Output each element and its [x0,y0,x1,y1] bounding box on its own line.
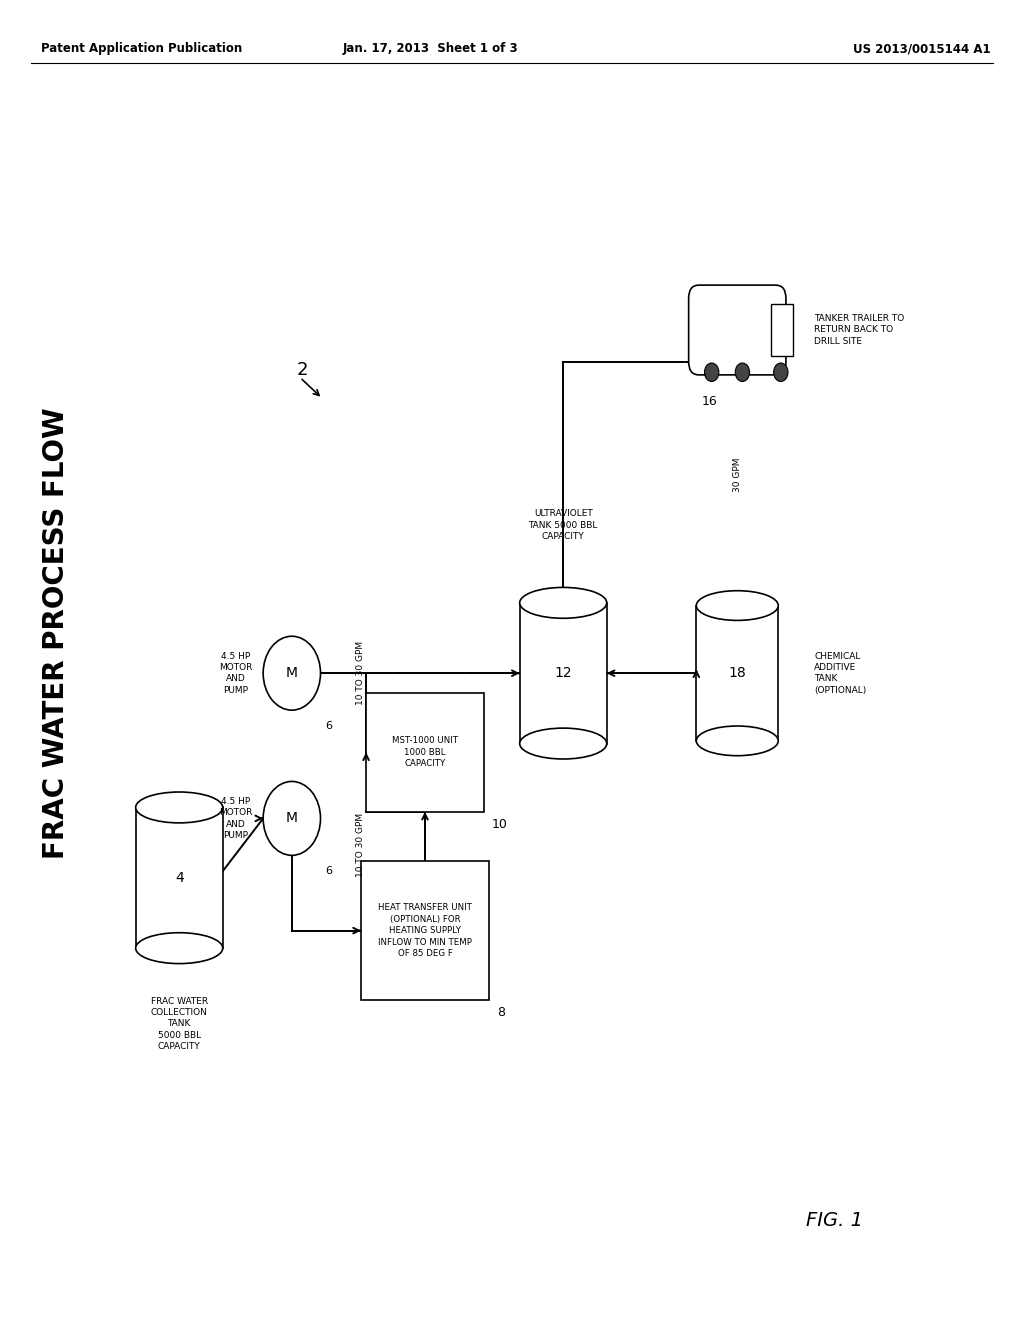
Text: FRAC WATER
COLLECTION
TANK
5000 BBL
CAPACITY: FRAC WATER COLLECTION TANK 5000 BBL CAPA… [151,997,208,1052]
Text: 2: 2 [296,360,308,379]
Ellipse shape [696,726,778,755]
Text: TANKER TRAILER TO
RETURN BACK TO
DRILL SITE: TANKER TRAILER TO RETURN BACK TO DRILL S… [814,314,904,346]
Text: ULTRAVIOLET
TANK 5000 BBL
CAPACITY: ULTRAVIOLET TANK 5000 BBL CAPACITY [528,510,598,541]
Text: 4.5 HP
MOTOR
AND
PUMP: 4.5 HP MOTOR AND PUMP [219,797,252,840]
Text: M: M [286,812,298,825]
Text: FIG. 1: FIG. 1 [806,1212,863,1230]
Ellipse shape [135,933,223,964]
Text: 18: 18 [728,667,746,680]
Bar [367,693,483,812]
Text: CHEMICAL
ADDITIVE
TANK
(OPTIONAL): CHEMICAL ADDITIVE TANK (OPTIONAL) [814,652,866,694]
Bar [770,304,793,356]
Text: 30 GPM: 30 GPM [733,458,741,492]
Text: 4.5 HP
MOTOR
AND
PUMP: 4.5 HP MOTOR AND PUMP [219,652,252,694]
Text: Patent Application Publication: Patent Application Publication [41,42,243,55]
Circle shape [705,363,719,381]
Text: MST-1000 UNIT
1000 BBL
CAPACITY: MST-1000 UNIT 1000 BBL CAPACITY [392,737,458,768]
Bar [520,603,606,743]
Bar [135,808,222,948]
Text: US 2013/0015144 A1: US 2013/0015144 A1 [853,42,990,55]
Bar [360,862,489,1001]
Text: 12: 12 [554,667,572,680]
FancyBboxPatch shape [688,285,786,375]
Ellipse shape [696,590,778,620]
Text: 6: 6 [326,721,333,731]
Text: 4: 4 [175,871,183,884]
Bar [696,606,778,741]
Text: FRAC WATER PROCESS FLOW: FRAC WATER PROCESS FLOW [42,408,71,859]
Ellipse shape [520,729,606,759]
Circle shape [263,636,321,710]
Text: 8: 8 [498,1006,505,1019]
Circle shape [735,363,750,381]
Text: 6: 6 [326,866,333,876]
Text: 10 TO 30 GPM: 10 TO 30 GPM [356,813,365,876]
Circle shape [263,781,321,855]
Ellipse shape [135,792,223,822]
Circle shape [774,363,788,381]
Text: Jan. 17, 2013  Sheet 1 of 3: Jan. 17, 2013 Sheet 1 of 3 [342,42,518,55]
Text: 16: 16 [701,395,717,408]
Ellipse shape [520,587,606,618]
Text: 10 TO 30 GPM: 10 TO 30 GPM [356,642,365,705]
Text: HEAT TRANSFER UNIT
(OPTIONAL) FOR
HEATING SUPPLY
INFLOW TO MIN TEMP
OF 85 DEG F: HEAT TRANSFER UNIT (OPTIONAL) FOR HEATIN… [378,903,472,958]
Text: 10: 10 [492,818,508,832]
Text: M: M [286,667,298,680]
